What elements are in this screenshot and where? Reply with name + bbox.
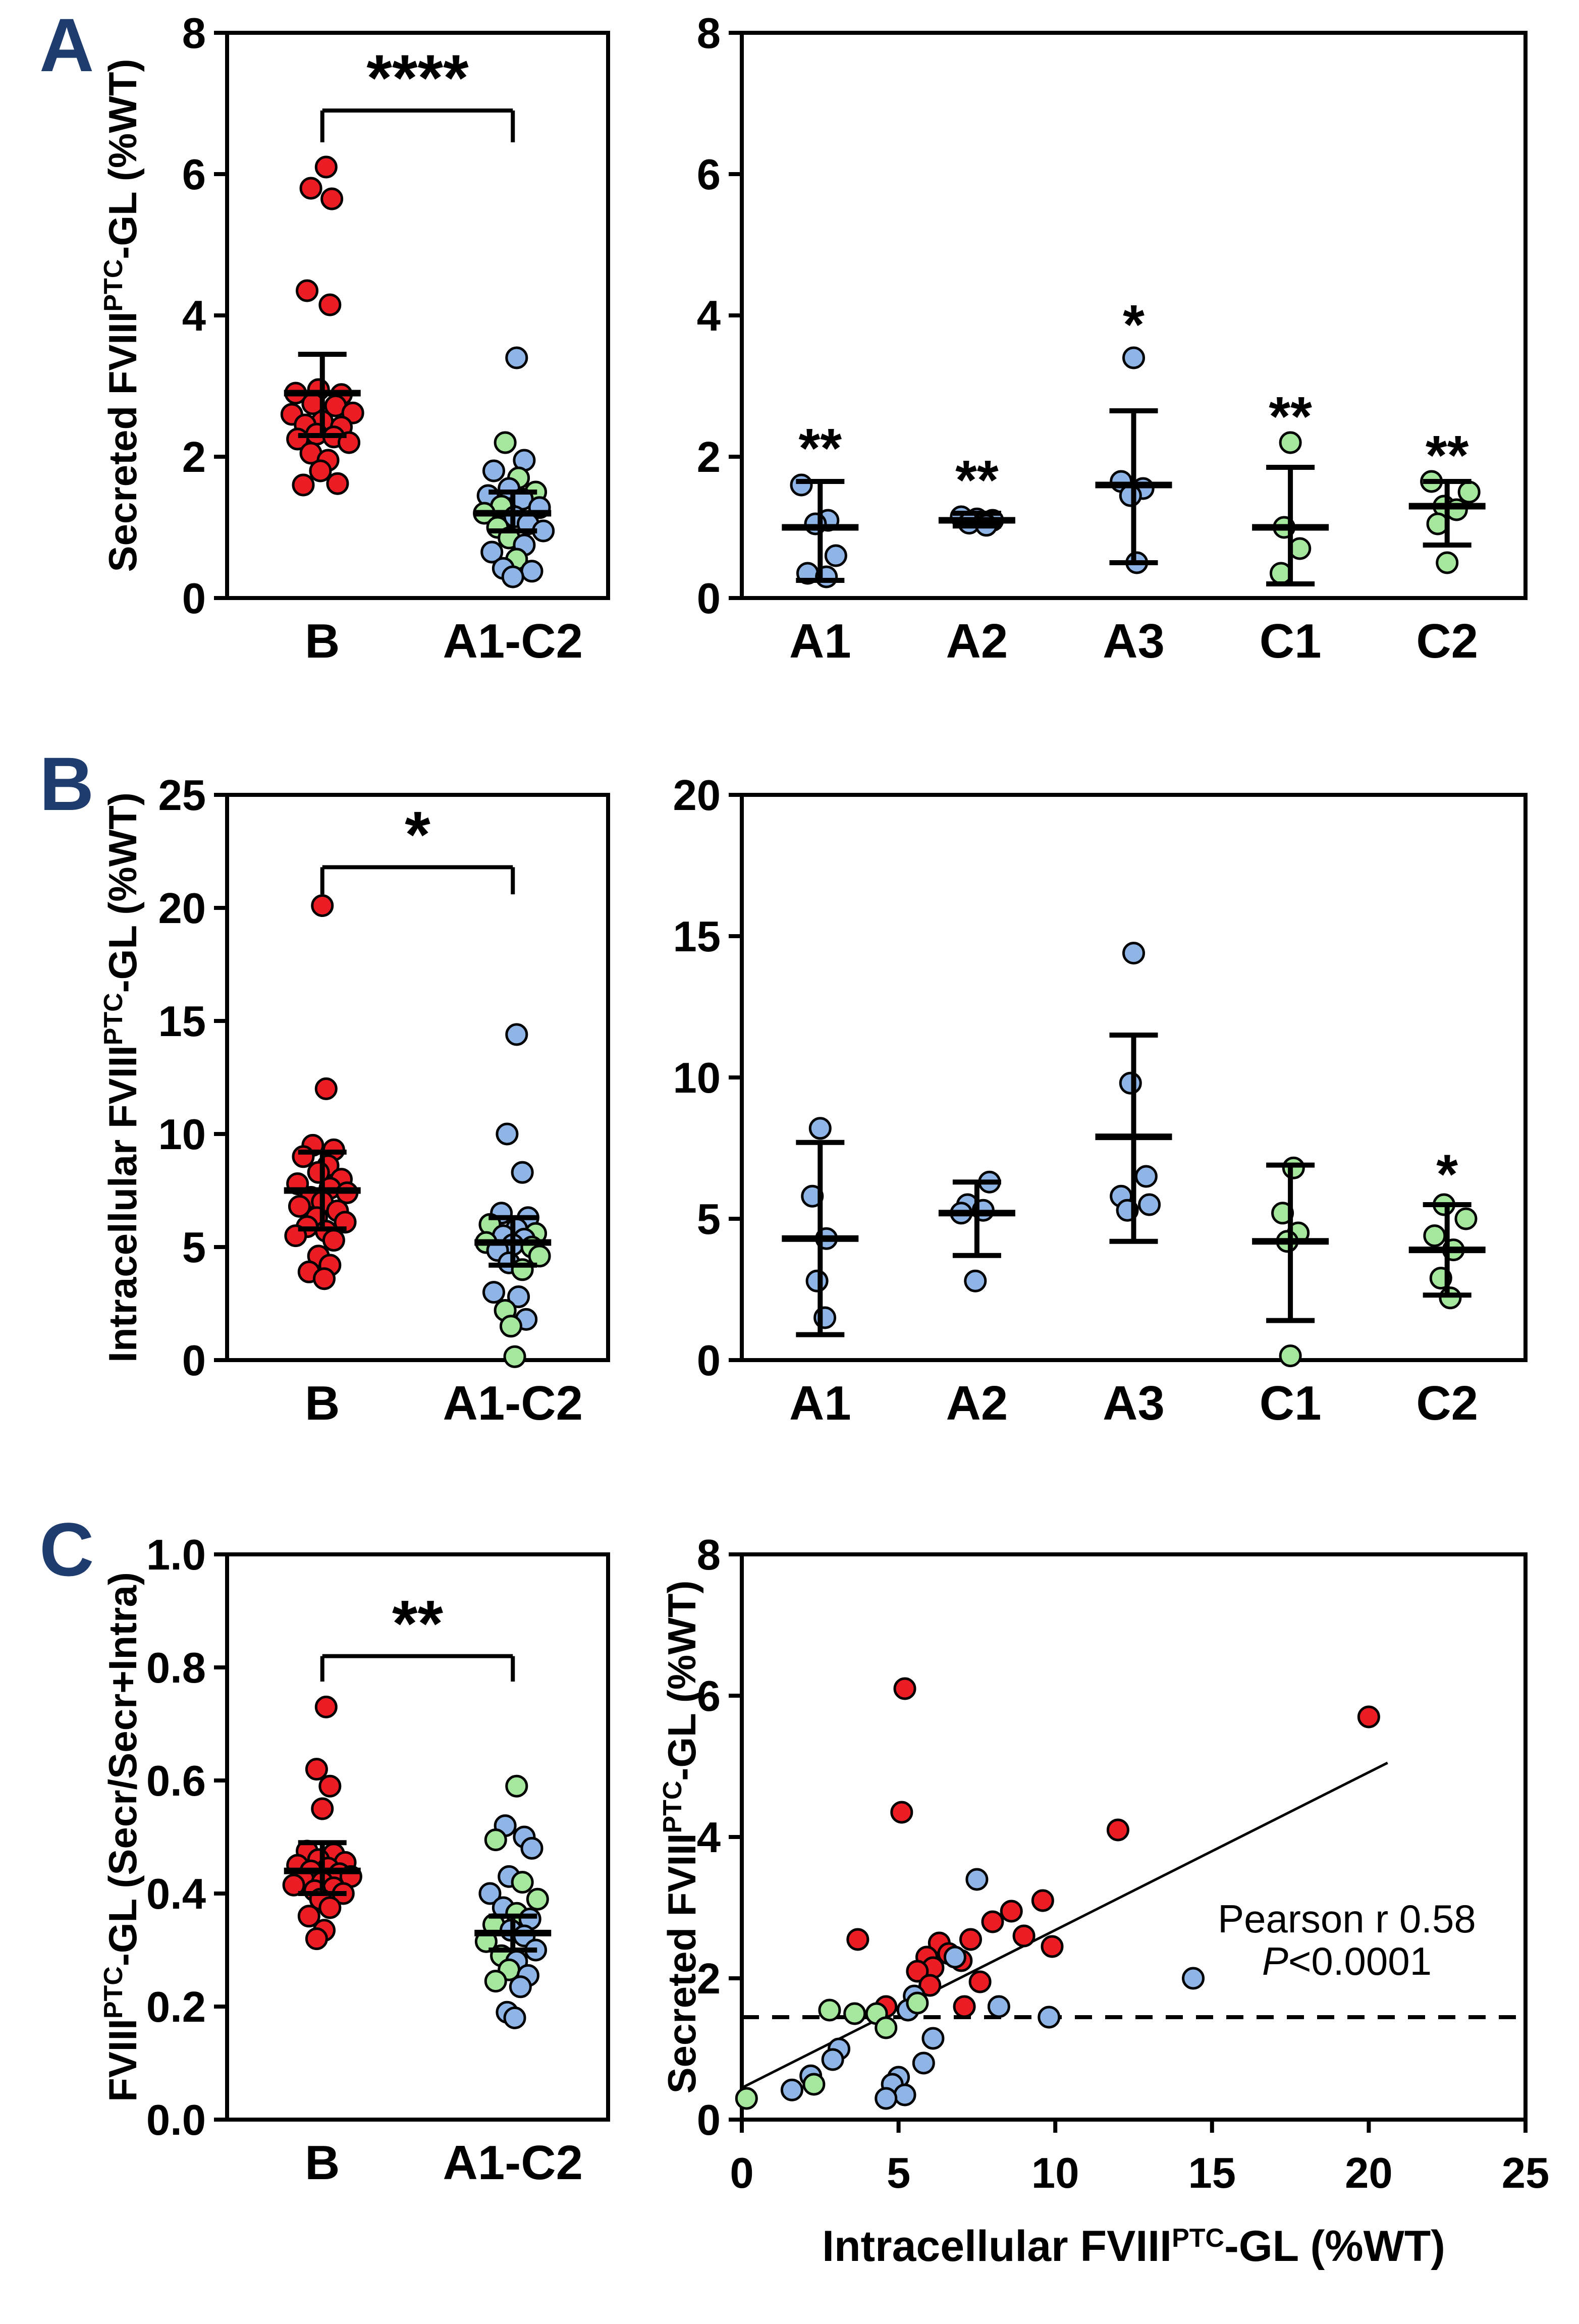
svg-text:A1-C2: A1-C2 (443, 2136, 583, 2190)
svg-text:A3: A3 (1103, 1376, 1165, 1430)
svg-text:A2: A2 (946, 1376, 1008, 1430)
svg-text:25: 25 (1502, 2149, 1550, 2197)
svg-text:P<0.0001: P<0.0001 (1262, 1939, 1432, 1983)
svg-text:B: B (305, 2136, 340, 2190)
svg-text:15: 15 (1188, 2149, 1236, 2197)
panel-b-label: B (39, 741, 94, 826)
svg-text:4: 4 (697, 1814, 721, 1862)
svg-text:A1-C2: A1-C2 (443, 1376, 583, 1430)
svg-text:15: 15 (673, 913, 721, 961)
svg-text:0: 0 (697, 1337, 721, 1385)
svg-text:8: 8 (697, 1531, 721, 1579)
svg-text:0.6: 0.6 (146, 1757, 206, 1805)
svg-text:A1: A1 (789, 1376, 851, 1430)
svg-text:**: ** (392, 1587, 444, 1660)
svg-text:A2: A2 (946, 614, 1008, 668)
svg-text:6: 6 (182, 151, 206, 199)
svg-text:10: 10 (1031, 2149, 1079, 2197)
svg-text:Secreted FVIIIPTC-GL (%WT): Secreted FVIIIPTC-GL (%WT) (658, 1581, 704, 2094)
svg-text:20: 20 (673, 772, 721, 820)
svg-text:A3: A3 (1103, 614, 1165, 668)
svg-text:6: 6 (697, 151, 721, 199)
svg-text:5: 5 (697, 1196, 721, 1244)
svg-text:**: ** (1426, 424, 1469, 487)
svg-text:Intracellular FVIIIPTC-GL (%WT: Intracellular FVIIIPTC-GL (%WT) (99, 792, 145, 1363)
svg-text:A1: A1 (789, 614, 851, 668)
svg-text:0: 0 (182, 1337, 206, 1385)
svg-text:Pearson r 0.58: Pearson r 0.58 (1218, 1897, 1476, 1941)
svg-text:FVIIIPTC-GL (Secr/Secr+Intra): FVIIIPTC-GL (Secr/Secr+Intra) (99, 1572, 145, 2102)
svg-text:C2: C2 (1416, 1376, 1478, 1430)
svg-text:25: 25 (158, 772, 206, 820)
svg-text:2: 2 (697, 1955, 721, 2003)
svg-text:C2: C2 (1416, 614, 1478, 668)
svg-text:1.0: 1.0 (146, 1531, 206, 1579)
svg-text:A1-C2: A1-C2 (443, 614, 583, 668)
chart-intracellular-b-vs-a1c2: 0 5 10 15 20 25 Intracellular FVIIIPTC-GL (%WT… (99, 772, 610, 1430)
svg-text:*: * (1123, 294, 1145, 356)
svg-text:8: 8 (182, 10, 206, 58)
chart-intracellular-by-subgroup: 0 5 10 15 20 A1 A2 A3 C1 C2 * (673, 772, 1528, 1430)
svg-text:Intracellular FVIIIPTC-GL (%WT: Intracellular FVIIIPTC-GL (%WT) (822, 2222, 1445, 2271)
panel-c-label: C (39, 1507, 94, 1592)
svg-text:0: 0 (730, 2149, 753, 2197)
svg-text:5: 5 (182, 1224, 206, 1272)
svg-text:5: 5 (887, 2149, 910, 2197)
svg-text:Secreted FVIIIPTC-GL (%WT): Secreted FVIIIPTC-GL (%WT) (99, 59, 145, 572)
svg-text:10: 10 (158, 1111, 206, 1159)
svg-text:B: B (305, 1376, 340, 1430)
svg-text:6: 6 (697, 1672, 721, 1720)
svg-text:**: ** (798, 417, 842, 479)
svg-text:C1: C1 (1260, 614, 1322, 668)
svg-text:**: ** (955, 449, 999, 511)
chart-secreted-b-vs-a1c2: 0 2 4 6 8 Secreted FVIIIPTC-GL (%WT) B A1-C2 ***… (99, 10, 610, 668)
svg-text:8: 8 (697, 10, 721, 58)
svg-text:20: 20 (1345, 2149, 1393, 2197)
svg-text:0.2: 0.2 (146, 1983, 206, 2031)
svg-text:0: 0 (697, 2096, 721, 2144)
svg-text:20: 20 (158, 885, 206, 933)
svg-text:*: * (1436, 1144, 1458, 1206)
svg-text:2: 2 (182, 434, 206, 481)
svg-text:0.0: 0.0 (146, 2096, 206, 2144)
svg-text:C1: C1 (1260, 1376, 1322, 1430)
svg-text:4: 4 (182, 292, 206, 340)
svg-text:15: 15 (158, 998, 206, 1046)
svg-text:10: 10 (673, 1054, 721, 1102)
svg-text:2: 2 (697, 434, 721, 481)
svg-text:0: 0 (697, 575, 721, 623)
svg-text:**: ** (1269, 386, 1312, 448)
svg-text:0.4: 0.4 (146, 1870, 206, 1918)
svg-text:B: B (305, 614, 340, 668)
svg-text:0: 0 (182, 575, 206, 623)
svg-text:****: **** (366, 41, 469, 115)
svg-text:*: * (405, 797, 430, 871)
svg-text:4: 4 (697, 292, 721, 340)
panel-a-label: A (39, 3, 94, 87)
svg-text:0.8: 0.8 (146, 1644, 206, 1692)
